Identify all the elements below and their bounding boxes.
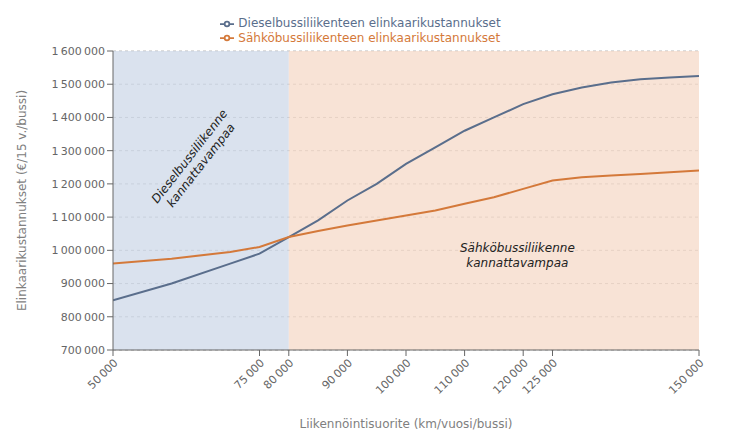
svg-text:800 000: 800 000 [61, 311, 105, 324]
svg-text:1 600 000: 1 600 000 [52, 45, 105, 58]
svg-text:1 300 000: 1 300 000 [52, 145, 105, 158]
svg-text:1 000 000: 1 000 000 [52, 244, 105, 257]
svg-text:1 200 000: 1 200 000 [52, 178, 105, 191]
svg-text:Liikennöintisuorite (km/vuosi/: Liikennöintisuorite (km/vuosi/bussi) [300, 417, 513, 431]
svg-text:Elinkaarikustannukset (€/15 v.: Elinkaarikustannukset (€/15 v./bussi) [15, 90, 29, 311]
svg-text:900 000: 900 000 [61, 277, 105, 290]
html-text:Dieselbussiliikenteen elinkaar: Dieselbussiliikenteen elinkaarikustannuk… [238, 16, 501, 30]
svg-text:125 000: 125 000 [520, 356, 560, 396]
svg-text:120 000: 120 000 [490, 356, 531, 397]
svg-text:80 000: 80 000 [261, 356, 296, 391]
svg-text:1 500 000: 1 500 000 [52, 78, 105, 91]
svg-text:100 000: 100 000 [373, 356, 413, 396]
svg-text:1 400 000: 1 400 000 [52, 111, 105, 124]
svg-text:700 000: 700 000 [61, 344, 105, 357]
svg-text:Dieselbussiliikennekannattavam: Dieselbussiliikennekannattavampaa [149, 107, 242, 215]
svg-text:110 000: 110 000 [432, 356, 472, 396]
html-text:Sähköbussiliikenteen elinkaari: Sähköbussiliikenteen elinkaarikustannuks… [238, 30, 501, 45]
svg-text:75 000: 75 000 [232, 356, 267, 391]
svg-text:1 100 000: 1 100 000 [52, 211, 105, 224]
svg-text:Sähköbussiliikennekannattavamp: Sähköbussiliikennekannattavampaa [460, 241, 575, 269]
svg-text:90 000: 90 000 [320, 356, 355, 391]
svg-text:150 000: 150 000 [666, 356, 706, 396]
svg-text:50 000: 50 000 [85, 356, 120, 391]
